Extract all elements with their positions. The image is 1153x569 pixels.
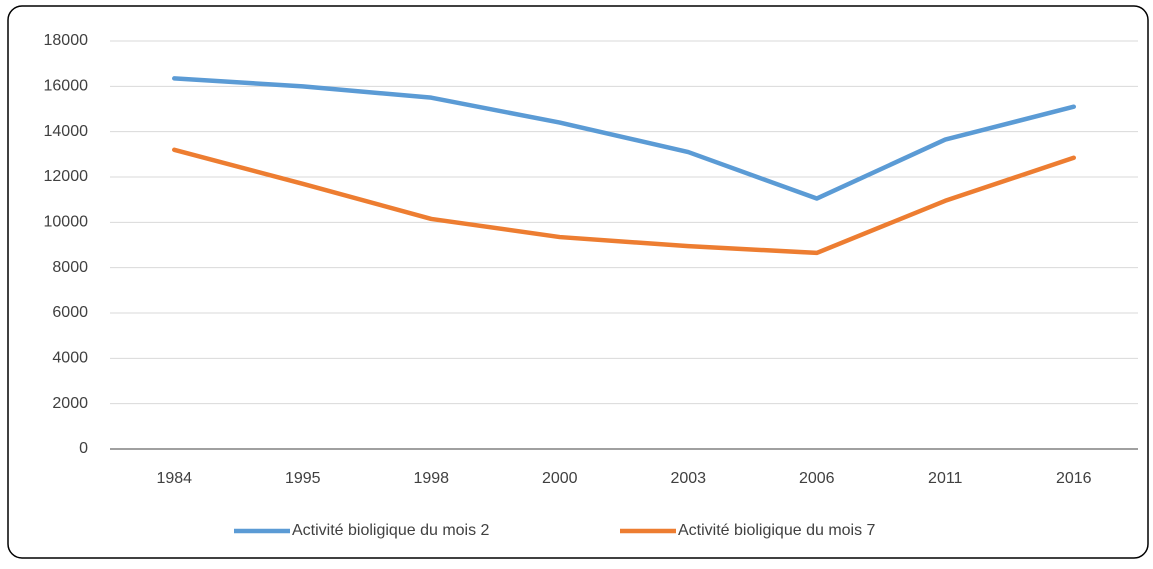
y-tick-label: 4000 xyxy=(52,350,88,367)
x-tick-label: 2006 xyxy=(799,470,835,487)
x-tick-label: 2000 xyxy=(542,470,578,487)
series-line xyxy=(172,147,1076,256)
x-tick-label: 2011 xyxy=(928,470,963,487)
x-tick-label: 2003 xyxy=(670,470,706,487)
x-tick-label: 1998 xyxy=(413,470,449,487)
series-line xyxy=(172,76,1076,201)
y-tick-label: 12000 xyxy=(44,168,89,185)
chart-border xyxy=(7,5,1149,559)
x-tick-label: 1995 xyxy=(285,470,321,487)
y-tick-label: 16000 xyxy=(44,78,89,95)
y-tick-label: 18000 xyxy=(44,32,89,49)
legend-label: Activité bioligique du mois 7 xyxy=(678,522,876,539)
y-tick-label: 14000 xyxy=(44,123,89,140)
y-tick-label: 8000 xyxy=(52,259,88,276)
x-tick-label: 2016 xyxy=(1056,470,1092,487)
y-tick-label: 6000 xyxy=(52,304,88,321)
x-tick-label: 1984 xyxy=(156,470,192,487)
y-tick-label: 2000 xyxy=(52,395,88,412)
y-tick-label: 0 xyxy=(79,440,88,457)
legend-label: Activité bioligique du mois 2 xyxy=(292,522,490,539)
y-tick-label: 10000 xyxy=(44,214,89,231)
